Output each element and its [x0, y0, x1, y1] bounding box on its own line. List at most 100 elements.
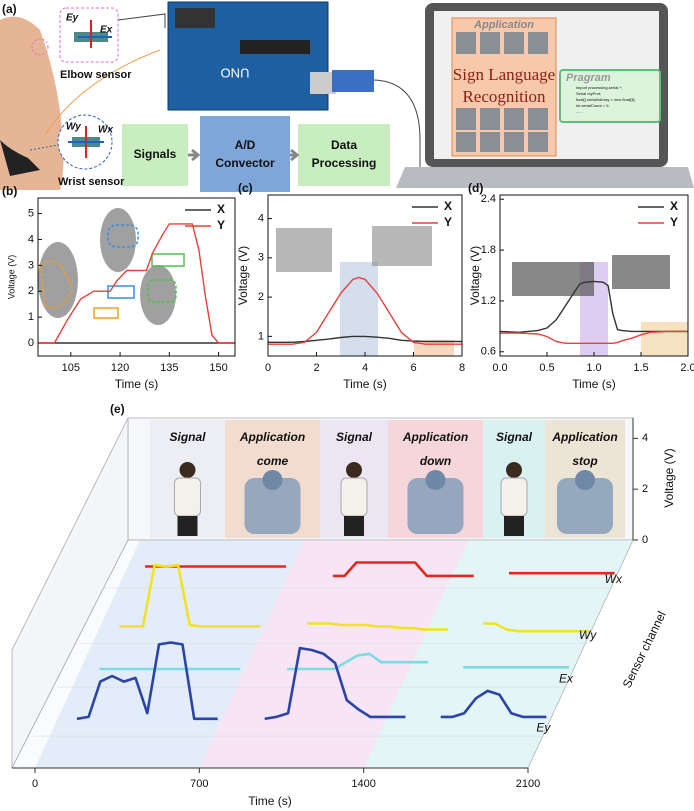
soldier-sketch — [557, 478, 613, 534]
screen-title: Pragram — [566, 72, 611, 84]
scene-kind: Application — [402, 430, 468, 444]
screen-text: Sign Language — [453, 65, 555, 84]
person-body — [174, 477, 201, 517]
soldier-head — [425, 470, 446, 490]
y-axis-label: Voltage (V) — [236, 246, 250, 305]
x-tick-label: 120 — [111, 362, 129, 374]
scene-kind: Signal — [169, 430, 206, 444]
axis-label: Wy — [66, 122, 81, 133]
x-tick-label: 8 — [459, 362, 465, 374]
line-series — [499, 280, 688, 334]
channel-trace — [76, 641, 547, 721]
y-axis-label: Voltage (V) — [6, 255, 16, 300]
channel-label: Wx — [605, 572, 623, 586]
caption: Wrist sensor — [58, 176, 125, 188]
channel-trace — [119, 563, 589, 633]
elbow-mark — [31, 38, 49, 56]
x-tick-label: 700 — [190, 778, 208, 790]
board-chip — [240, 40, 310, 54]
x-tick-label: 6 — [410, 362, 416, 374]
flow-box — [298, 124, 390, 186]
person-head — [179, 462, 196, 478]
legend-label: Y — [444, 215, 452, 229]
panel-label: (e) — [110, 402, 125, 416]
legend-label: X — [217, 202, 225, 216]
x-tick-label: 1.5 — [633, 362, 648, 374]
plot-frame — [267, 194, 463, 357]
scene-kind: Application — [551, 430, 617, 444]
x-tick-label: 1400 — [351, 778, 375, 790]
flow-arrow — [290, 148, 300, 162]
y-tick-label: 0 — [28, 337, 34, 349]
flow-label: Data — [331, 138, 357, 152]
x-tick-label: 0.0 — [492, 362, 507, 374]
y-tick-label: 2.4 — [481, 193, 496, 205]
flow-box — [122, 124, 188, 186]
soldier-sketch — [407, 478, 464, 534]
y-tick-label: 3 — [258, 252, 264, 264]
sign-thumbnails — [456, 32, 548, 152]
channel-label: Ey — [536, 720, 551, 734]
screen-title: Application — [473, 19, 534, 31]
person-body — [340, 477, 368, 517]
line-series — [268, 335, 462, 343]
x-tick-label: 2.0 — [680, 362, 694, 374]
y-tick-label: 1.8 — [481, 244, 496, 256]
x-axis-label: Time (s) — [248, 794, 292, 808]
floor-band — [199, 540, 469, 768]
axis-label: Ey — [66, 13, 79, 24]
scene-kind: Signal — [496, 430, 533, 444]
channel-trace — [99, 652, 569, 671]
channel-label: Ex — [559, 671, 574, 685]
code-line: import processing.serial.*; — [576, 85, 622, 90]
y-tick-label: 3 — [28, 259, 34, 271]
y-tick-label: 1 — [28, 311, 34, 323]
panel-a — [0, 1, 694, 192]
axis-label: Wx — [98, 125, 113, 136]
line-series — [500, 330, 688, 344]
panel-label: (b) — [2, 184, 17, 198]
x-tick-label: 135 — [160, 362, 178, 374]
z-tick-label: 2 — [642, 483, 648, 495]
z-tick-label: 0 — [642, 534, 648, 546]
y-axis-label: Voltage (V) — [468, 246, 482, 305]
x-tick-label: 0 — [265, 362, 271, 374]
legend-label: Y — [670, 215, 678, 229]
x-tick-label: 2 — [313, 362, 319, 374]
person-legs — [344, 516, 364, 536]
y-tick-label: 5 — [28, 207, 34, 219]
wire — [44, 49, 161, 136]
y-tick-label: 1 — [258, 330, 264, 342]
caption: Elbow sensor — [60, 69, 132, 81]
y-tick-label: 1.2 — [481, 295, 496, 307]
axis-label: Ex — [100, 25, 113, 36]
x-tick-label: 150 — [209, 362, 227, 374]
soldier-head — [575, 470, 595, 490]
flow-label: Signals — [134, 147, 177, 161]
legend-label: X — [670, 199, 678, 213]
scene-gesture: stop — [572, 454, 597, 468]
arm — [0, 16, 64, 190]
z-tick-label: 4 — [642, 432, 648, 444]
person-legs — [504, 516, 524, 536]
y-axis-label: Sensor channel — [620, 609, 669, 690]
panel-label: (a) — [2, 2, 17, 16]
code-line: int serialCount = 0; — [576, 103, 609, 108]
board-chip — [175, 8, 215, 28]
floor-band — [363, 540, 633, 768]
legend-label: X — [444, 199, 452, 213]
plot-frame — [37, 197, 236, 357]
x-axis-label: Time (s) — [572, 377, 616, 391]
flow-arrow — [188, 148, 201, 162]
x-tick-label: 105 — [62, 362, 80, 374]
x-tick-label: 0.5 — [539, 362, 554, 374]
floor-band — [35, 540, 305, 768]
connector — [29, 144, 59, 151]
x-tick-label: 0 — [32, 778, 38, 790]
x-tick-label: 4 — [362, 362, 368, 374]
cable — [373, 79, 421, 175]
legend-label: Y — [217, 218, 225, 232]
x-tick-label: 2100 — [516, 778, 540, 790]
board-label: UNO — [221, 66, 250, 81]
